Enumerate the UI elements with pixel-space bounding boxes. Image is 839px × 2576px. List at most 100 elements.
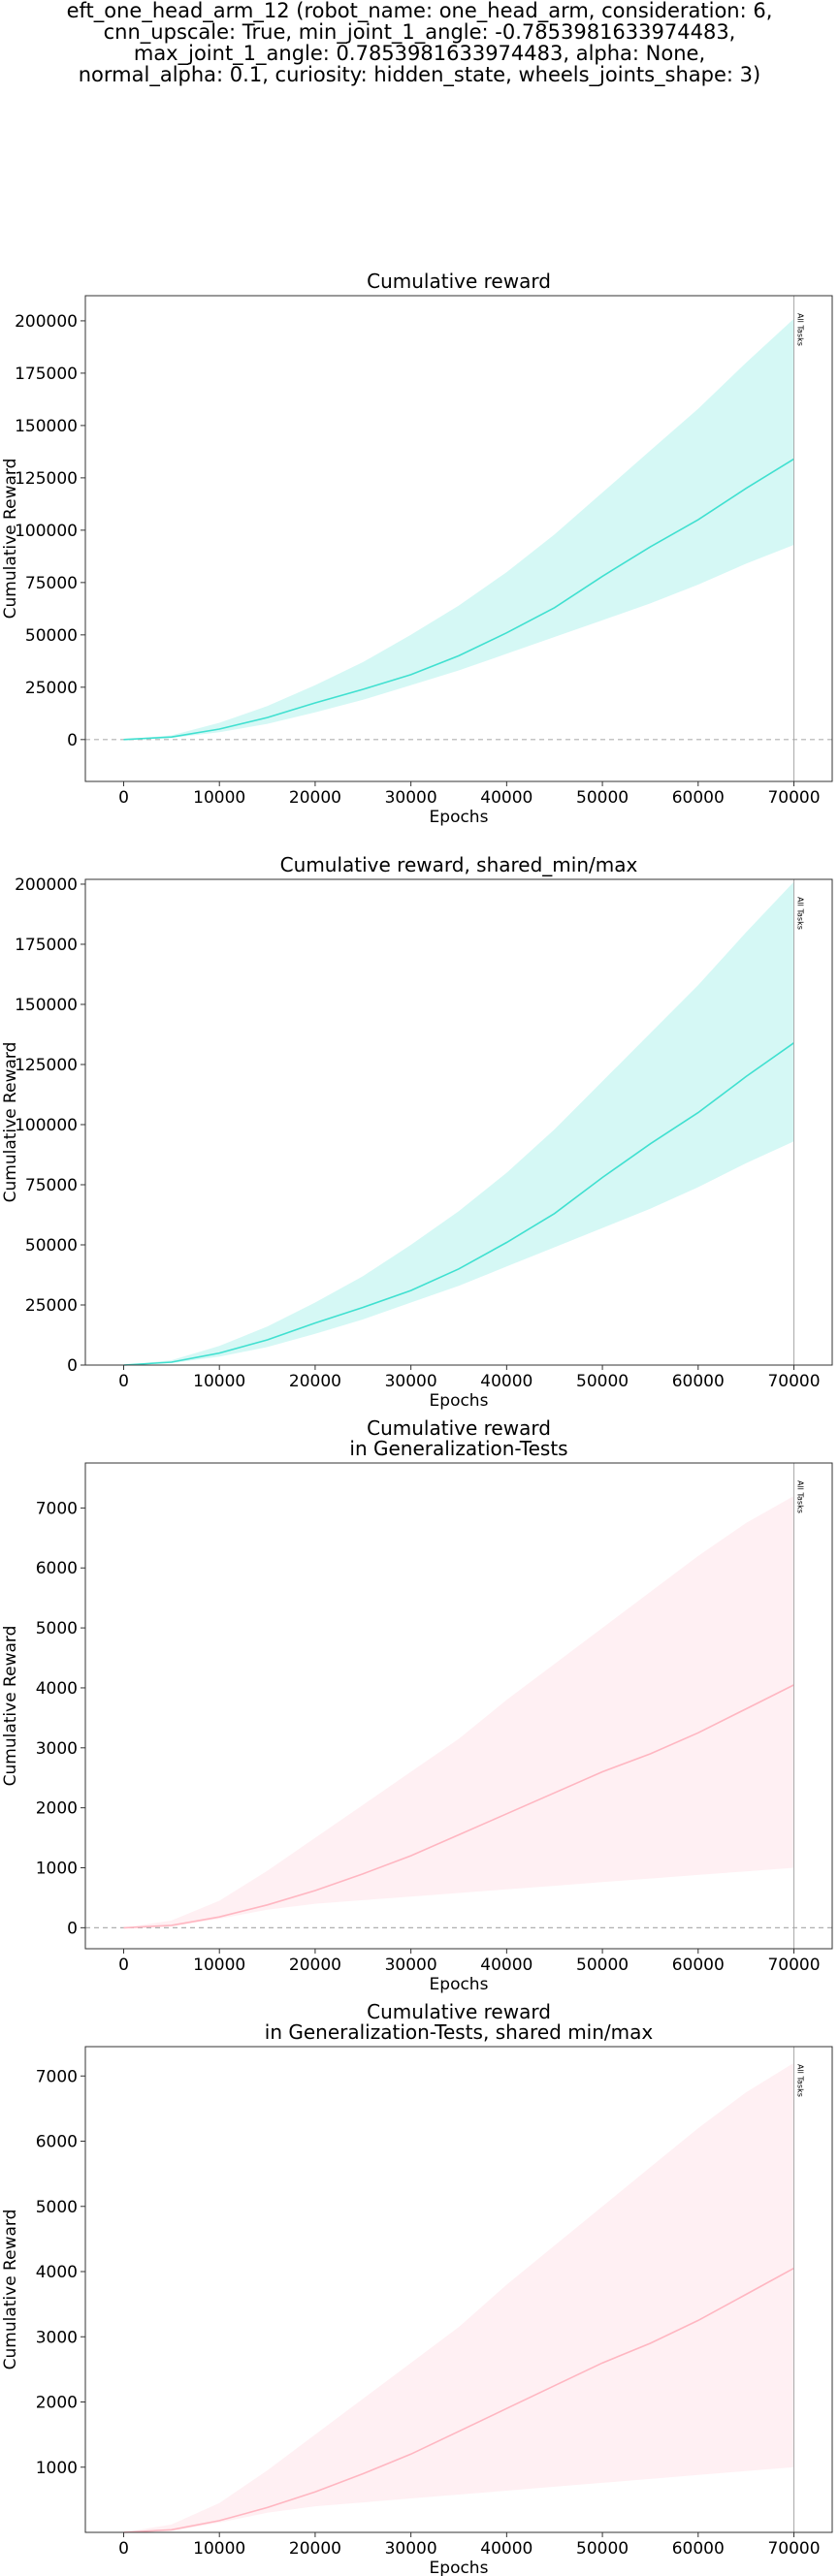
x-tick-label: 0 <box>118 1956 129 1975</box>
y-tick-label: 200000 <box>15 312 78 332</box>
x-tick-label: 30000 <box>385 1372 437 1391</box>
x-tick-label: 70000 <box>767 1956 820 1975</box>
plot-frame <box>84 2046 833 2533</box>
minmax-band <box>123 2062 794 2532</box>
y-tick-label: 2000 <box>36 1799 78 1819</box>
x-axis-label: Epochs <box>430 2559 489 2576</box>
y-tick-label: 6000 <box>36 2133 78 2152</box>
chart-title: in Generalization-Tests <box>349 1437 567 1460</box>
y-tick-label: 4000 <box>36 2263 78 2282</box>
x-tick-label: 60000 <box>672 788 725 808</box>
y-tick-label: 75000 <box>25 574 78 593</box>
chart-panel: All Tasks 0 10000 20000 30000 40000 50000 60000… <box>1 853 833 1411</box>
chart-panel: All Tasks 0 10000 20000 30000 40000 50000 60000… <box>1 270 833 827</box>
x-tick-label: 60000 <box>672 1956 725 1975</box>
x-tick-label: 40000 <box>480 1956 532 1975</box>
x-tick-label: 0 <box>118 788 129 808</box>
chart-title: Cumulative reward <box>367 1416 551 1440</box>
x-tick-label: 30000 <box>385 2539 437 2559</box>
y-tick-label: 0 <box>67 731 78 750</box>
y-tick-label: 5000 <box>36 1619 78 1638</box>
x-tick-label: 10000 <box>193 2539 245 2559</box>
y-tick-label: 7000 <box>36 2067 78 2086</box>
x-tick-label: 10000 <box>193 788 245 808</box>
y-tick-label: 0 <box>67 1356 78 1376</box>
y-tick-label: 1000 <box>36 2459 78 2478</box>
mean-line <box>123 458 794 741</box>
x-tick-label: 20000 <box>289 788 341 808</box>
y-tick-label: 5000 <box>36 2198 78 2217</box>
x-axis-label: Epochs <box>430 808 489 827</box>
x-tick-label: 10000 <box>193 1956 245 1975</box>
plot-frame <box>84 1462 833 1950</box>
task-boundary-label: All Tasks <box>796 2064 805 2097</box>
x-tick-label: 50000 <box>576 1956 629 1975</box>
y-axis-label: Cumulative Reward <box>1 1042 20 1203</box>
x-tick-label: 60000 <box>672 1372 725 1391</box>
y-axis-label: Cumulative Reward <box>1 459 20 620</box>
plot-frame <box>84 878 833 1366</box>
y-tick-label: 100000 <box>15 1116 78 1135</box>
x-tick-label: 20000 <box>289 1372 341 1391</box>
y-tick-label: 25000 <box>25 679 78 698</box>
y-tick-label: 125000 <box>15 469 78 489</box>
task-boundary-label: All Tasks <box>796 313 805 346</box>
suptitle-line: max_joint_1_angle: 0.7853981633974483, a… <box>133 42 706 65</box>
x-axis-label: Epochs <box>430 1975 489 1994</box>
y-tick-label: 175000 <box>15 936 78 955</box>
y-tick-label: 200000 <box>15 875 78 895</box>
y-tick-label: 25000 <box>25 1296 78 1316</box>
x-tick-label: 40000 <box>480 788 532 808</box>
y-tick-label: 50000 <box>25 1236 78 1256</box>
y-tick-label: 75000 <box>25 1176 78 1195</box>
y-tick-label: 150000 <box>15 417 78 436</box>
x-tick-label: 70000 <box>767 788 820 808</box>
x-tick-label: 50000 <box>576 1372 629 1391</box>
y-tick-label: 100000 <box>15 522 78 541</box>
x-tick-label: 30000 <box>385 788 437 808</box>
chart-title: Cumulative reward <box>367 270 551 293</box>
y-tick-label: 50000 <box>25 626 78 646</box>
x-tick-label: 70000 <box>767 2539 820 2559</box>
minmax-band <box>123 881 794 1365</box>
y-tick-label: 0 <box>67 1919 78 1938</box>
suptitle-line: cnn_upscale: True, min_joint_1_angle: -0… <box>103 20 736 44</box>
x-tick-label: 30000 <box>385 1956 437 1975</box>
y-tick-label: 150000 <box>15 996 78 1015</box>
x-tick-label: 20000 <box>289 2539 341 2559</box>
minmax-band <box>123 318 794 740</box>
y-tick-label: 175000 <box>15 365 78 384</box>
x-tick-label: 70000 <box>767 1372 820 1391</box>
x-tick-label: 50000 <box>576 788 629 808</box>
y-tick-label: 1000 <box>36 1860 78 1879</box>
x-axis-label: Epochs <box>430 1391 489 1411</box>
suptitle-line: normal_alpha: 0.1, curiosity: hidden_sta… <box>78 63 761 86</box>
mean-line <box>123 1684 794 1929</box>
suptitle-line: eft_one_head_arm_12 (robot_name: one_hea… <box>66 0 773 22</box>
task-boundary-label: All Tasks <box>796 1480 805 1513</box>
y-axis-label: Cumulative Reward <box>1 1626 20 1787</box>
x-tick-label: 0 <box>118 1372 129 1391</box>
figure-suptitle: eft_one_head_arm_12 (robot_name: one_hea… <box>0 0 839 85</box>
y-axis-label: Cumulative Reward <box>1 2210 20 2370</box>
x-tick-label: 60000 <box>672 2539 725 2559</box>
x-tick-label: 0 <box>118 2539 129 2559</box>
y-tick-label: 3000 <box>36 2328 78 2347</box>
y-tick-label: 2000 <box>36 2394 78 2413</box>
task-boundary-label: All Tasks <box>796 897 805 930</box>
minmax-band <box>123 1496 794 1928</box>
y-tick-label: 6000 <box>36 1559 78 1578</box>
y-tick-label: 4000 <box>36 1679 78 1699</box>
chart-title: Cumulative reward, shared_min/max <box>280 853 638 876</box>
plot-frame <box>84 295 833 782</box>
chart-title: in Generalization-Tests, shared min/max <box>265 2020 654 2044</box>
x-tick-label: 10000 <box>193 1372 245 1391</box>
x-tick-label: 20000 <box>289 1956 341 1975</box>
x-tick-label: 50000 <box>576 2539 629 2559</box>
y-tick-label: 3000 <box>36 1739 78 1759</box>
x-tick-label: 40000 <box>480 1372 532 1391</box>
mean-line <box>123 2267 794 2533</box>
